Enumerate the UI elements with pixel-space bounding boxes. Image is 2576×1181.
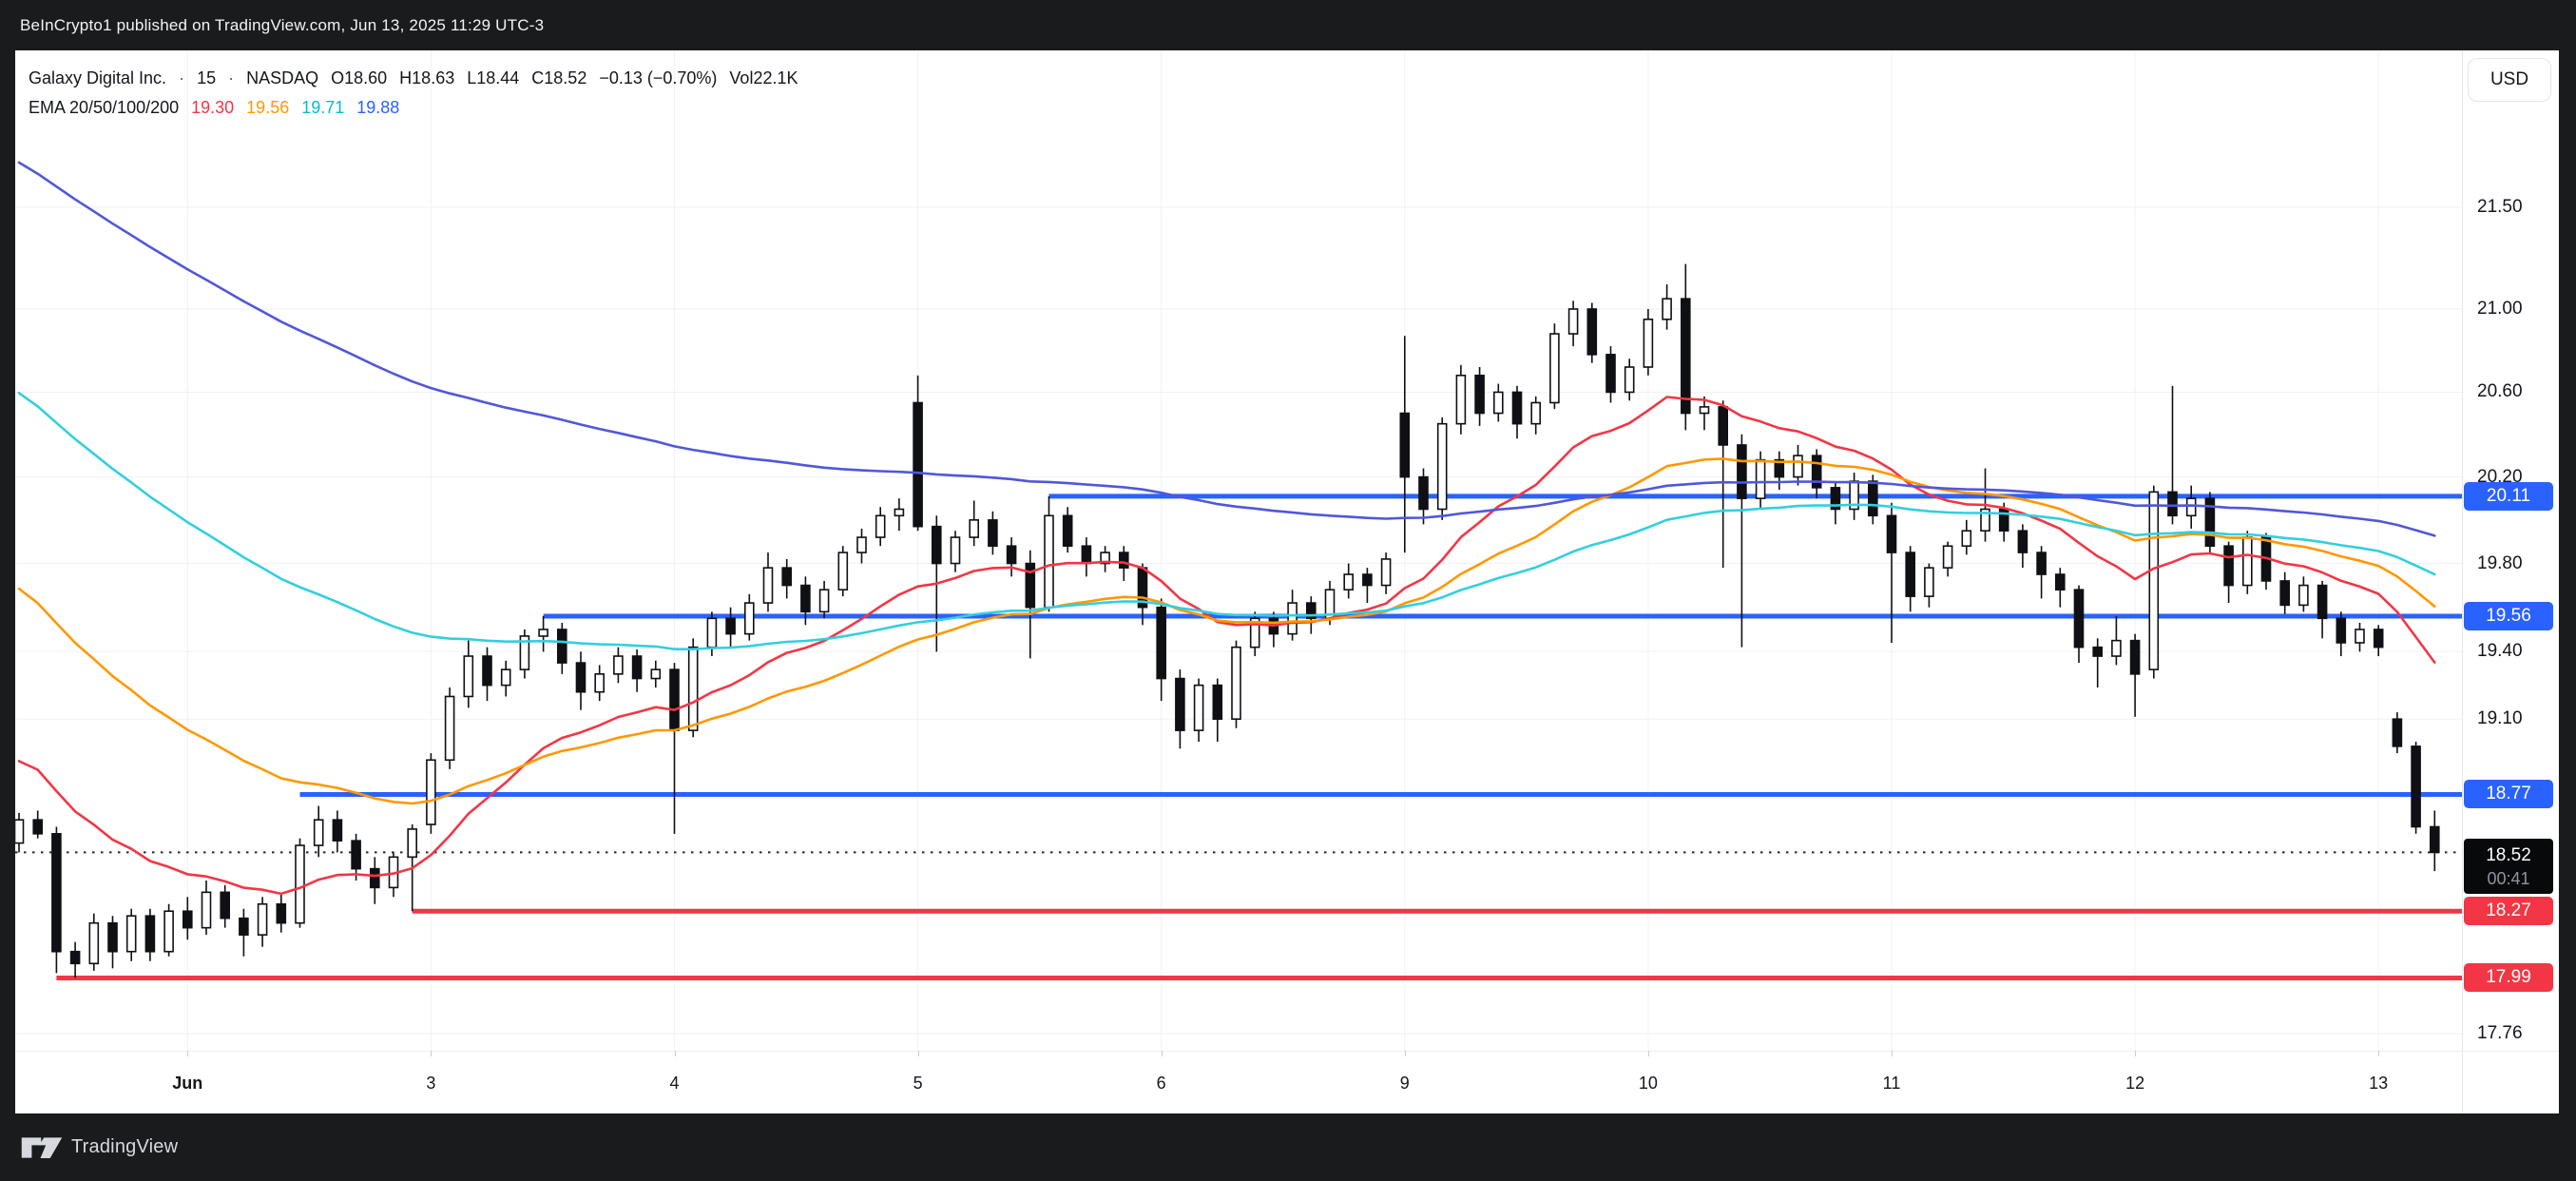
time-tick-label-4: 4	[669, 1074, 680, 1093]
ema-legend-value-3: 19.71	[301, 98, 345, 117]
ohlc-h: H18.63	[399, 68, 455, 87]
price-tick-label: 20.20	[2477, 466, 2523, 487]
current-price-value: 18.52	[2486, 845, 2531, 866]
symbol-legend: Galaxy Digital Inc. · 15 · NASDAQ O18.60…	[29, 68, 811, 88]
chart-panel	[15, 50, 2559, 1113]
volume-value: Vol22.1K	[729, 68, 798, 87]
price-tick-label: 20.60	[2477, 381, 2523, 402]
time-tick-label-5: 5	[913, 1074, 923, 1093]
symbol-exchange: NASDAQ	[246, 68, 319, 87]
time-tick-mark	[2378, 1051, 2380, 1056]
time-tick-mark	[1404, 1051, 1406, 1056]
time-axis-border	[15, 1051, 2559, 1052]
footer-bar: TradingView	[0, 1113, 2576, 1181]
ema-legend-label[interactable]: EMA 20/50/100/200	[29, 98, 180, 117]
time-tick-mark	[187, 1051, 189, 1056]
legend-separator: ·	[228, 68, 235, 87]
time-tick-label-12: 12	[2125, 1074, 2145, 1093]
price-level-badge: 19.56	[2464, 601, 2553, 630]
attribution-text: BeInCrypto1 published on TradingView.com…	[20, 15, 545, 34]
change-value: −0.13 (−0.70%)	[599, 68, 718, 87]
time-tick-mark	[2135, 1051, 2137, 1056]
price-tick-label: 21.00	[2477, 298, 2523, 319]
time-tick-label-13: 13	[2369, 1074, 2389, 1093]
ohlc-values: O18.60 H18.63 L18.44 C18.52	[331, 68, 599, 88]
symbol-name[interactable]: Galaxy Digital Inc.	[29, 68, 167, 87]
ema-legend-values: 19.30 19.56 19.71 19.88	[191, 98, 412, 118]
ohlc-l: L18.44	[467, 68, 520, 87]
time-tick-label-3: 3	[426, 1074, 436, 1093]
ema-legend-value-2: 19.56	[246, 98, 290, 117]
price-tick-label: 19.80	[2477, 552, 2523, 573]
time-tick-mark	[917, 1051, 919, 1056]
time-tick-label-9: 9	[1399, 1074, 1410, 1093]
price-level-badge: 18.77	[2464, 780, 2553, 809]
price-level-badge: 17.99	[2464, 963, 2553, 993]
current-price-badge: 18.52 00:41	[2464, 839, 2553, 895]
price-tick-label: 21.50	[2477, 197, 2523, 217]
time-tick-label-11: 11	[1882, 1074, 1901, 1093]
ema-legend-value-1: 19.30	[191, 98, 235, 117]
price-tick-label: 19.40	[2477, 641, 2523, 662]
ohlc-c: C18.52	[531, 68, 587, 87]
ema-legend-value-4: 19.88	[356, 98, 400, 117]
time-tick-mark	[1161, 1051, 1163, 1056]
ema-legend: EMA 20/50/100/200 19.30 19.56 19.71 19.88	[29, 98, 412, 118]
time-tick-label-6: 6	[1156, 1074, 1166, 1093]
price-tick-label: 17.76	[2477, 1022, 2523, 1043]
tradingview-logo-icon[interactable]	[21, 1135, 63, 1160]
price-tick-label: 19.10	[2477, 708, 2523, 729]
symbol-interval[interactable]: 15	[197, 68, 217, 87]
footer-brand[interactable]: TradingView	[71, 1136, 179, 1157]
legend-separator: ·	[179, 68, 185, 87]
ohlc-o: O18.60	[331, 68, 388, 87]
time-tick-mark	[674, 1051, 676, 1056]
time-tick-mark	[1892, 1051, 1893, 1056]
time-tick-label-10: 10	[1638, 1074, 1658, 1093]
time-tick-mark	[431, 1051, 433, 1056]
price-level-badge: 20.11	[2464, 481, 2553, 511]
time-tick-label-jun: Jun	[172, 1074, 203, 1093]
time-tick-mark	[1647, 1051, 1649, 1056]
bar-countdown: 00:41	[2487, 869, 2530, 889]
price-axis-border	[2462, 50, 2463, 1113]
currency-toggle-button[interactable]: USD	[2468, 58, 2551, 102]
price-level-badge: 18.27	[2464, 897, 2553, 926]
top-attribution-bar: BeInCrypto1 published on TradingView.com…	[0, 0, 2576, 50]
